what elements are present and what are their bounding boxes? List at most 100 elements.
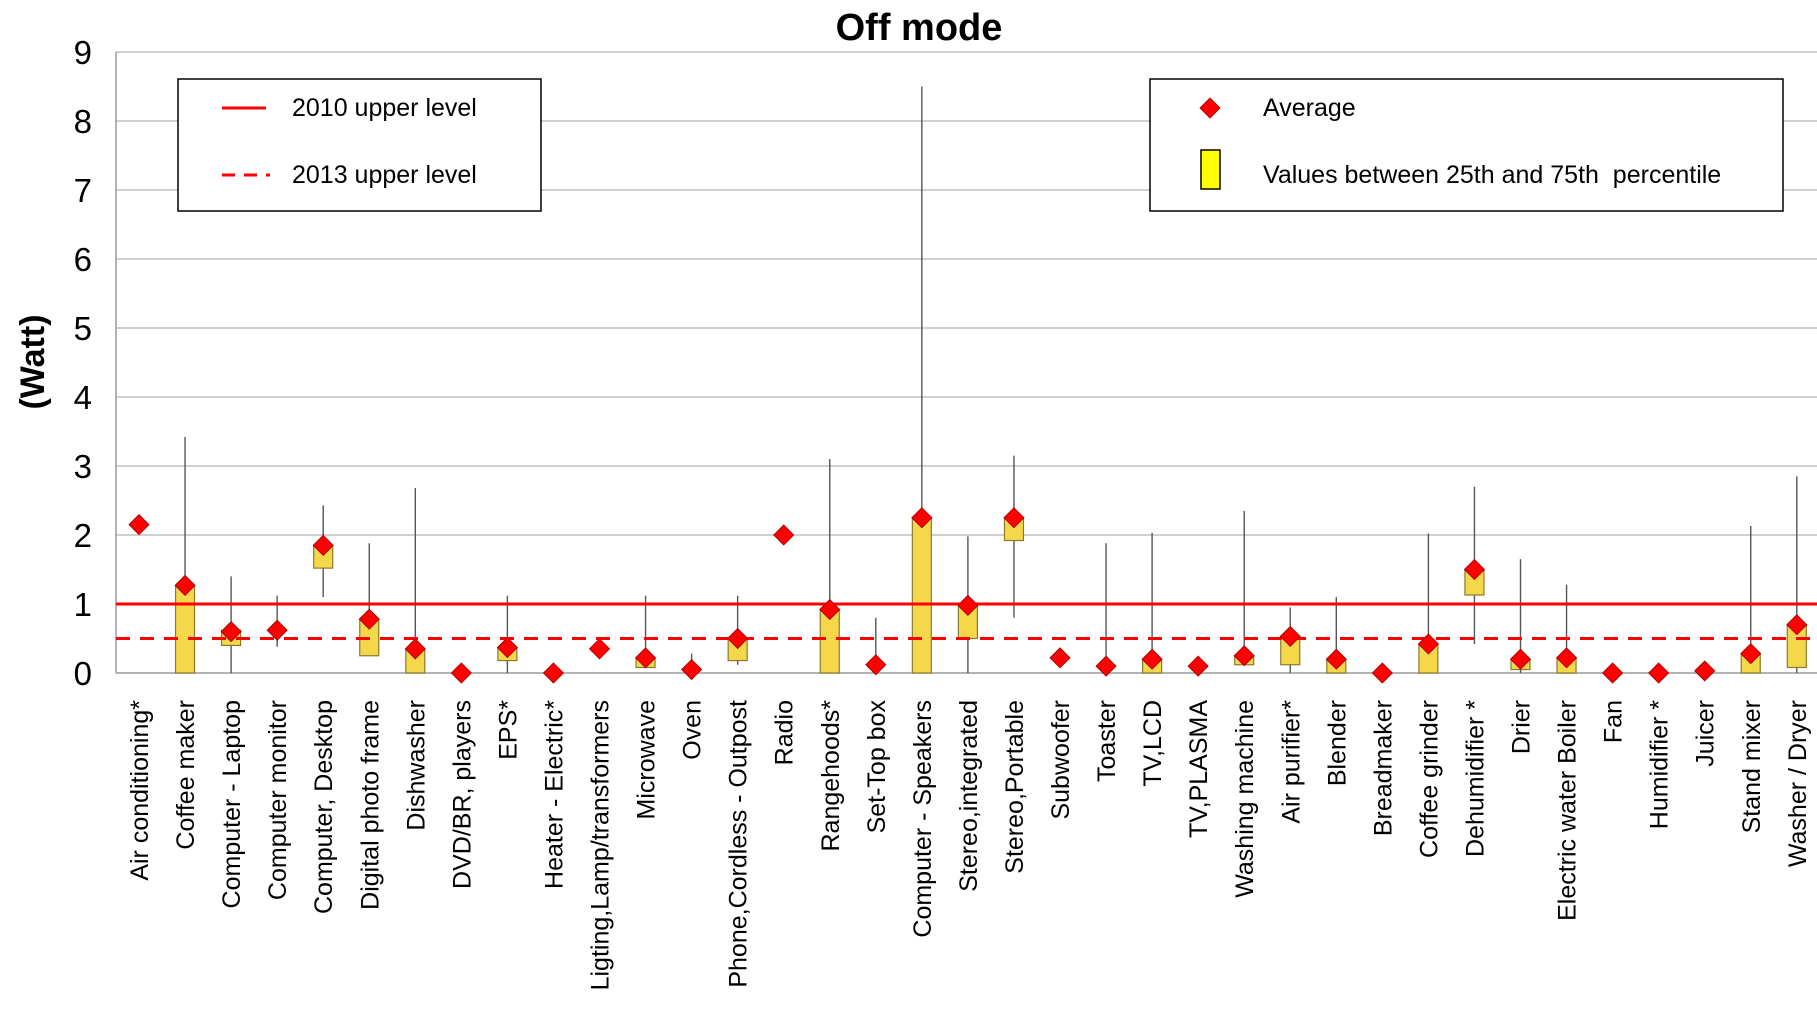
x-tick-label-digital-photo-frame: Digital photo frame [356, 700, 384, 910]
x-tick-label-coffee-maker: Coffee maker [172, 700, 200, 850]
average-marker-toaster [1095, 655, 1117, 677]
x-tick-label-dvd-br-players: DVD/BR, players [448, 700, 476, 889]
average-marker-set-top-box [865, 654, 887, 676]
x-tick-labels: Air conditioning* Coffee maker Computer - … [126, 700, 1812, 991]
legend-reference-lines: 2010 upper level 2013 upper level [177, 78, 542, 212]
x-tick-label-air-purifier: Air purifier* [1277, 700, 1305, 824]
box-computer-speakers [911, 517, 932, 674]
y-tick-label-1: 1 [74, 586, 92, 623]
legend-percentile-label: Values between 25th and 75th percentile [1263, 161, 1721, 189]
average-marker-coffee-maker [174, 574, 196, 596]
x-tick-label-oven: Oven [679, 700, 707, 760]
x-tick-label-subwoofer: Subwoofer [1047, 700, 1075, 820]
x-tick-label-set-top-box: Set-Top box [863, 700, 891, 834]
average-marker-heater-electric [542, 662, 565, 684]
average-marker-electric-water-boiler [1555, 647, 1578, 669]
legend-average-diamond-icon [1199, 97, 1221, 119]
average-marker-air-conditioning [128, 514, 150, 536]
box-coffee-maker [174, 584, 196, 674]
x-tick-label-toaster: Toaster [1093, 700, 1121, 782]
legend-series: Average Values between 25th and 75th per… [1149, 78, 1784, 212]
average-marker-oven [680, 658, 703, 681]
average-marker-stereo-integrated [957, 594, 979, 616]
x-tick-label-eps: EPS* [494, 700, 522, 760]
average-marker-drier [1509, 648, 1532, 670]
x-tick-label-blender: Blender [1323, 700, 1351, 786]
average-marker-air-purifier [1279, 625, 1301, 648]
x-tick-label-air-conditioning: Air conditioning* [126, 700, 154, 881]
average-marker-eps [496, 636, 519, 659]
x-tick-label-heater-electric: Heater - Electric* [540, 700, 568, 889]
y-tick-label-6: 6 [74, 241, 92, 278]
y-tick-label-3: 3 [74, 448, 92, 485]
average-marker-phone-cordless-outpost [727, 627, 749, 650]
average-marker-washer-dryer [1786, 614, 1808, 636]
average-marker-microwave [634, 647, 657, 669]
x-tick-label-computer-desktop: Computer, Desktop [310, 700, 338, 914]
y-tick-label-4: 4 [74, 379, 92, 416]
average-marker-dvd-br-players [450, 662, 472, 684]
average-marker-subwoofer [1049, 647, 1071, 669]
y-tick-labels: 0 1 2 3 4 5 6 7 8 9 [74, 34, 92, 692]
average-marker-computer-laptop [220, 620, 242, 643]
x-tick-label-breadmaker: Breadmaker [1369, 700, 1397, 836]
x-tick-label-rangehoods: Rangehoods* [817, 700, 845, 852]
average-marker-fan [1601, 662, 1624, 684]
average-marker-coffee-grinder [1417, 633, 1440, 655]
chart-title: Off mode [836, 7, 1003, 49]
x-tick-label-fan: Fan [1600, 700, 1628, 743]
legend-2013-label: 2013 upper level [292, 161, 477, 189]
average-marker-humidifier [1648, 662, 1670, 684]
y-tick-label-0: 0 [74, 655, 92, 692]
x-tick-label-coffee-grinder: Coffee grinder [1415, 700, 1443, 858]
x-tick-label-stand-mixer: Stand mixer [1738, 700, 1766, 833]
x-tick-label-tv-plasma: TV,PLASMA [1185, 700, 1213, 838]
legend-average-label: Average [1263, 94, 1356, 122]
average-marker-computer-desktop [312, 534, 334, 556]
average-marker-juicer [1694, 660, 1716, 682]
average-marker-breadmaker [1371, 662, 1393, 684]
x-tick-label-dehumidifier: Dehumidifier * [1461, 700, 1489, 857]
x-tick-label-computer-speakers: Computer - Speakers [909, 700, 937, 938]
x-tick-label-juicer: Juicer [1692, 700, 1720, 767]
x-tick-label-microwave: Microwave [633, 700, 661, 819]
average-marker-ligting-lamp-transformers [588, 638, 611, 660]
y-tick-label-8: 8 [74, 103, 92, 140]
average-marker-washing-machine [1233, 645, 1255, 667]
x-tick-label-stereo-portable: Stereo,Portable [1001, 700, 1029, 874]
average-marker-computer-monitor [266, 619, 288, 641]
x-tick-label-computer-laptop: Computer - Laptop [218, 700, 246, 908]
average-marker-dehumidifier [1463, 558, 1486, 581]
average-marker-computer-speakers [911, 507, 933, 529]
average-marker-rangehoods [819, 598, 841, 621]
average-marker-radio [773, 524, 795, 546]
average-marker-stand-mixer [1740, 643, 1762, 665]
y-axis-label: (Watt) [14, 314, 52, 409]
y-tick-label-5: 5 [74, 310, 92, 347]
legend-left-frame [177, 78, 542, 212]
average-markers [128, 507, 1808, 684]
x-tick-label-washing-machine: Washing machine [1231, 700, 1259, 898]
x-tick-label-electric-water-boiler: Electric water Boiler [1554, 700, 1582, 921]
average-marker-stereo-portable [1003, 507, 1025, 529]
average-marker-dishwasher [404, 638, 426, 660]
legend-percentile-box-icon [1200, 149, 1221, 190]
y-tick-label-9: 9 [74, 34, 92, 71]
y-tick-label-2: 2 [74, 517, 92, 554]
x-tick-label-stereo-integrated: Stereo,integrated [955, 700, 983, 892]
legend-right-frame [1149, 78, 1784, 212]
x-tick-label-computer-monitor: Computer monitor [264, 700, 292, 900]
x-tick-label-radio: Radio [771, 700, 799, 765]
x-tick-label-drier: Drier [1508, 700, 1536, 754]
x-tick-label-humidifier: Humidifier * [1646, 700, 1674, 829]
x-tick-label-phone-cordless-outpost: Phone,Cordless - Outpost [725, 700, 753, 988]
average-marker-digital-photo-frame [358, 608, 380, 630]
average-marker-tv-lcd [1141, 648, 1163, 670]
average-marker-blender [1325, 648, 1347, 670]
x-tick-label-tv-lcd: TV,LCD [1139, 700, 1167, 787]
x-tick-label-dishwasher: Dishwasher [402, 700, 430, 831]
x-tick-label-washer-dryer: Washer / Dryer [1784, 700, 1812, 867]
percentile-boxes [174, 517, 1807, 674]
